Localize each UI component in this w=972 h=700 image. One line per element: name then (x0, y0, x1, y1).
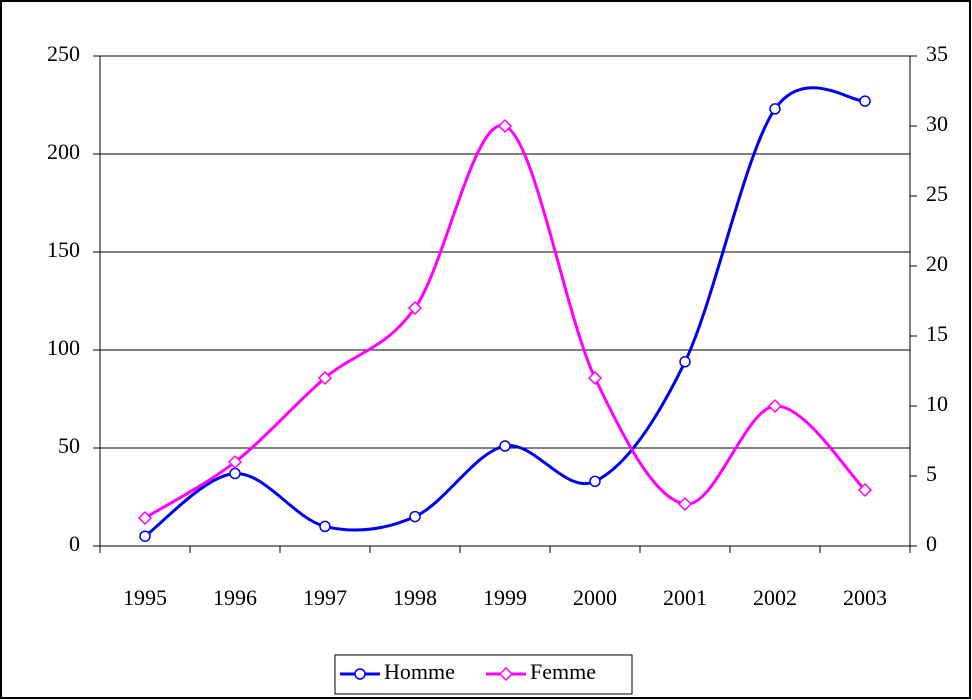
y-tick-label: 0 (69, 531, 80, 556)
y-tick-label: 50 (58, 433, 80, 458)
y-tick-label: 200 (47, 139, 80, 164)
marker (677, 496, 693, 512)
y2-tick-label: 35 (926, 41, 948, 66)
marker (587, 370, 603, 386)
marker (319, 520, 331, 533)
marker (857, 482, 873, 498)
series-line (144, 124, 867, 520)
y2-tick-label: 25 (926, 181, 948, 206)
marker (139, 530, 151, 542)
y2-tick-label: 15 (926, 321, 948, 346)
y2-tick-label: 10 (926, 391, 948, 416)
marker (767, 398, 783, 414)
marker (409, 510, 421, 523)
y2-tick-label: 30 (926, 111, 948, 136)
y-tick-label: 150 (47, 237, 80, 262)
marker (137, 510, 153, 526)
marker (859, 95, 871, 107)
y2-tick-label: 5 (926, 461, 937, 486)
marker (498, 666, 514, 682)
y2-tick-label: 0 (926, 531, 937, 556)
marker (229, 467, 241, 480)
marker (497, 118, 513, 134)
marker (679, 356, 691, 368)
x-tick-label: 1998 (393, 585, 437, 610)
marker (499, 440, 511, 452)
x-tick-label: 2003 (843, 585, 887, 610)
x-tick-label: 1996 (213, 585, 257, 610)
marker (769, 103, 781, 115)
legend-label: Homme (384, 659, 455, 684)
series-line (144, 86, 866, 538)
marker (407, 300, 423, 316)
y-tick-label: 250 (47, 41, 80, 66)
x-tick-label: 2002 (753, 585, 797, 610)
x-tick-label: 1999 (483, 585, 527, 610)
x-tick-label: 1995 (123, 585, 167, 610)
y2-tick-label: 20 (926, 251, 948, 276)
legend-label: Femme (530, 659, 596, 684)
marker (354, 668, 366, 680)
marker (227, 454, 243, 470)
legend-box (334, 654, 633, 695)
y-tick-label: 100 (47, 335, 80, 360)
x-tick-label: 2000 (573, 585, 617, 610)
marker (589, 475, 601, 488)
marker (317, 370, 333, 386)
x-tick-label: 1997 (303, 585, 347, 610)
x-tick-label: 2001 (663, 585, 707, 610)
